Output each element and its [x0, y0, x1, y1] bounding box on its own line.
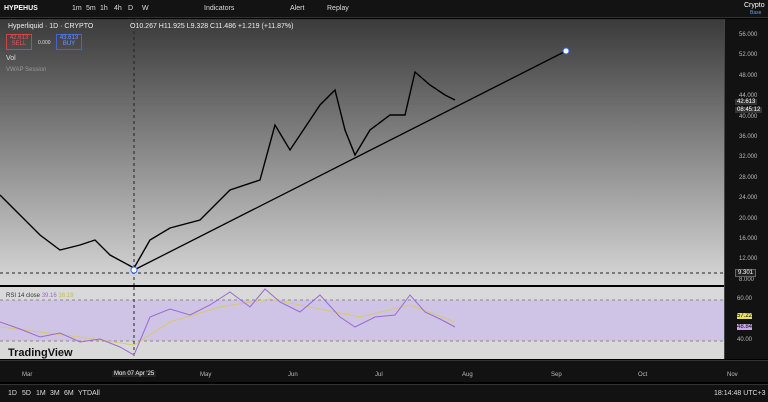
interval[interactable]: 1h — [100, 5, 108, 12]
price-tick: 28.000 — [739, 174, 758, 181]
rsi-ma-value: 38.19 — [58, 293, 74, 299]
time-axis: Mon 07 Apr '25 Mar May Jun Jul Aug Sep Oct Nov — [0, 360, 768, 382]
symbol[interactable]: HYPEHUS — [4, 5, 38, 12]
time-tick: Nov — [727, 372, 738, 378]
price-tick: 56.000 — [739, 32, 758, 38]
interval[interactable]: 5m — [86, 5, 96, 12]
sell-label: SELL — [11, 41, 27, 47]
bottom-bar: 1D 5D 1M 3M 6M YTD All 18:14:48 UTC+3 — [0, 384, 768, 402]
interval[interactable]: 4h — [114, 5, 122, 12]
range[interactable]: 1D — [8, 390, 17, 397]
time-tick: Sep — [551, 372, 562, 378]
ohlc: O10.267 H11.925 L9.328 C11.486 +1.219 (+… — [130, 23, 294, 30]
logo: TradingView — [8, 347, 73, 359]
interval[interactable]: 1m — [72, 5, 82, 12]
cursor-date: Mon 07 Apr '25 — [112, 371, 157, 377]
clock: 18:14:48 UTC+3 — [714, 390, 766, 397]
account[interactable]: Crypto — [744, 2, 765, 9]
cursor-price: 9.301 — [735, 269, 757, 277]
price-series — [0, 70, 456, 269]
sell-button[interactable]: 42.613 SELL — [6, 34, 32, 50]
rsi-tick: 40.00 — [737, 337, 753, 343]
price-axis: 56.000 52.000 48.000 44.000 40.000 36.000 32.0… — [724, 19, 768, 359]
account-sub: Base — [750, 10, 762, 16]
rsi-ma — [0, 298, 456, 346]
interval[interactable]: D — [128, 5, 134, 12]
buy-price: 43.613 — [59, 35, 79, 41]
price-tick: 20.000 — [739, 215, 758, 222]
trend-handle[interactable] — [130, 266, 138, 274]
range[interactable]: 6M — [64, 390, 74, 397]
vol: Vol — [6, 55, 16, 62]
countdown: 08:45:12 — [735, 107, 763, 113]
toolbar: HYPEHUS 1m 5m 1h 4h D W Indicators Alert Repl… — [0, 0, 768, 18]
range[interactable]: 3M — [50, 390, 60, 397]
range[interactable]: 1M — [36, 390, 46, 397]
rsi-tick: 57.22 — [737, 313, 753, 319]
buy-label: BUY — [62, 41, 76, 47]
time-tick: May — [200, 372, 212, 378]
rsi-tick: 60.00 — [737, 296, 753, 302]
buy-button[interactable]: 43.613 BUY — [56, 34, 82, 50]
time-tick: Mar — [22, 372, 33, 378]
price-tick: 8.000 — [739, 276, 755, 283]
trend-line[interactable] — [133, 50, 567, 271]
vwap: VWAP Session — [6, 67, 47, 73]
time-tick: Jul — [375, 372, 383, 378]
range[interactable]: YTD — [78, 390, 92, 397]
rsi-title: RSI 14 close 39.16 38.19 — [6, 293, 73, 299]
price-tick: 52.000 — [739, 52, 758, 59]
rsi-tick: 48.84 — [737, 324, 753, 330]
price-tick: 44.000 — [739, 93, 758, 100]
time-tick: Aug — [462, 372, 473, 378]
price-tick: 36.000 — [739, 134, 758, 140]
time-tick: Oct — [638, 372, 648, 378]
spread: 0.000 — [38, 40, 51, 46]
replay[interactable]: Replay — [327, 5, 349, 12]
rsi-name: RSI 14 close — [6, 293, 41, 299]
sell-price: 42.613 — [9, 35, 29, 41]
alert[interactable]: Alert — [290, 5, 305, 12]
price-tick: 16.000 — [739, 236, 758, 242]
legend-title: Hyperliquid · 1D · CRYPTO — [8, 23, 94, 30]
price-tick: 48.000 — [739, 72, 758, 79]
rsi-pane: RSI 14 close 39.16 38.19 TradingView — [0, 287, 724, 359]
interval[interactable]: W — [142, 5, 149, 12]
price-tick: 40.000 — [739, 113, 758, 120]
last-price: 42.613 — [735, 99, 758, 105]
rsi-line — [0, 288, 456, 356]
time-tick: Jun — [288, 372, 298, 378]
rsi-band — [0, 300, 724, 341]
indicators[interactable]: Indicators — [204, 5, 235, 12]
price-tick: 12.000 — [739, 256, 758, 263]
trend-handle[interactable] — [562, 47, 570, 55]
rsi-drawing — [0, 287, 724, 359]
range[interactable]: All — [92, 390, 100, 397]
chart-drawing — [0, 19, 724, 285]
price-tick: 32.000 — [739, 154, 758, 161]
price-chart: Hyperliquid · 1D · CRYPTO O10.267 H11.92… — [0, 19, 724, 285]
range[interactable]: 5D — [22, 390, 31, 397]
price-tick: 24.000 — [739, 195, 758, 202]
rsi-value: 39.16 — [41, 293, 57, 299]
